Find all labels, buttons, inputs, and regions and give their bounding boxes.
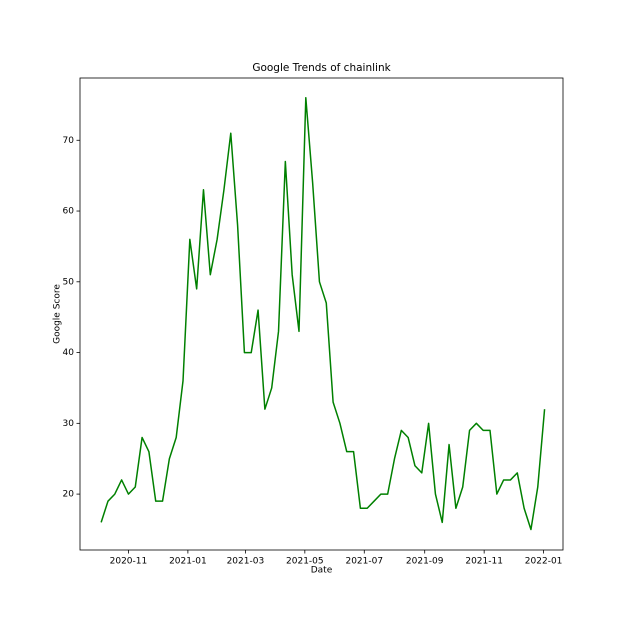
y-axis-label: Google Score xyxy=(53,284,63,344)
y-tick-label: 50 xyxy=(63,277,75,287)
x-tick-label: 2021-03 xyxy=(227,557,265,567)
x-tick-label: 2021-09 xyxy=(406,557,444,567)
y-tick-label: 70 xyxy=(63,136,75,146)
plot-frame xyxy=(79,77,564,551)
y-tick-label: 20 xyxy=(63,490,75,500)
x-tick-label: 2022-01 xyxy=(525,557,563,567)
chart-title: Google Trends of chainlink xyxy=(252,62,391,74)
x-tick-label: 2021-05 xyxy=(286,557,324,567)
y-tick-label: 60 xyxy=(63,207,75,217)
x-tick-label: 2021-11 xyxy=(465,557,503,567)
x-axis-label: Date xyxy=(311,566,333,576)
x-tick-label: 2020-11 xyxy=(110,557,148,567)
x-tick-label: 2021-01 xyxy=(169,557,207,567)
y-tick-label: 40 xyxy=(63,348,75,358)
data-line xyxy=(100,97,546,531)
y-tick-label: 30 xyxy=(63,419,75,429)
x-tick-label: 2021-07 xyxy=(345,557,383,567)
